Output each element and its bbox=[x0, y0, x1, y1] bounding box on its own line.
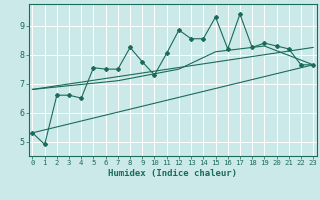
X-axis label: Humidex (Indice chaleur): Humidex (Indice chaleur) bbox=[108, 169, 237, 178]
